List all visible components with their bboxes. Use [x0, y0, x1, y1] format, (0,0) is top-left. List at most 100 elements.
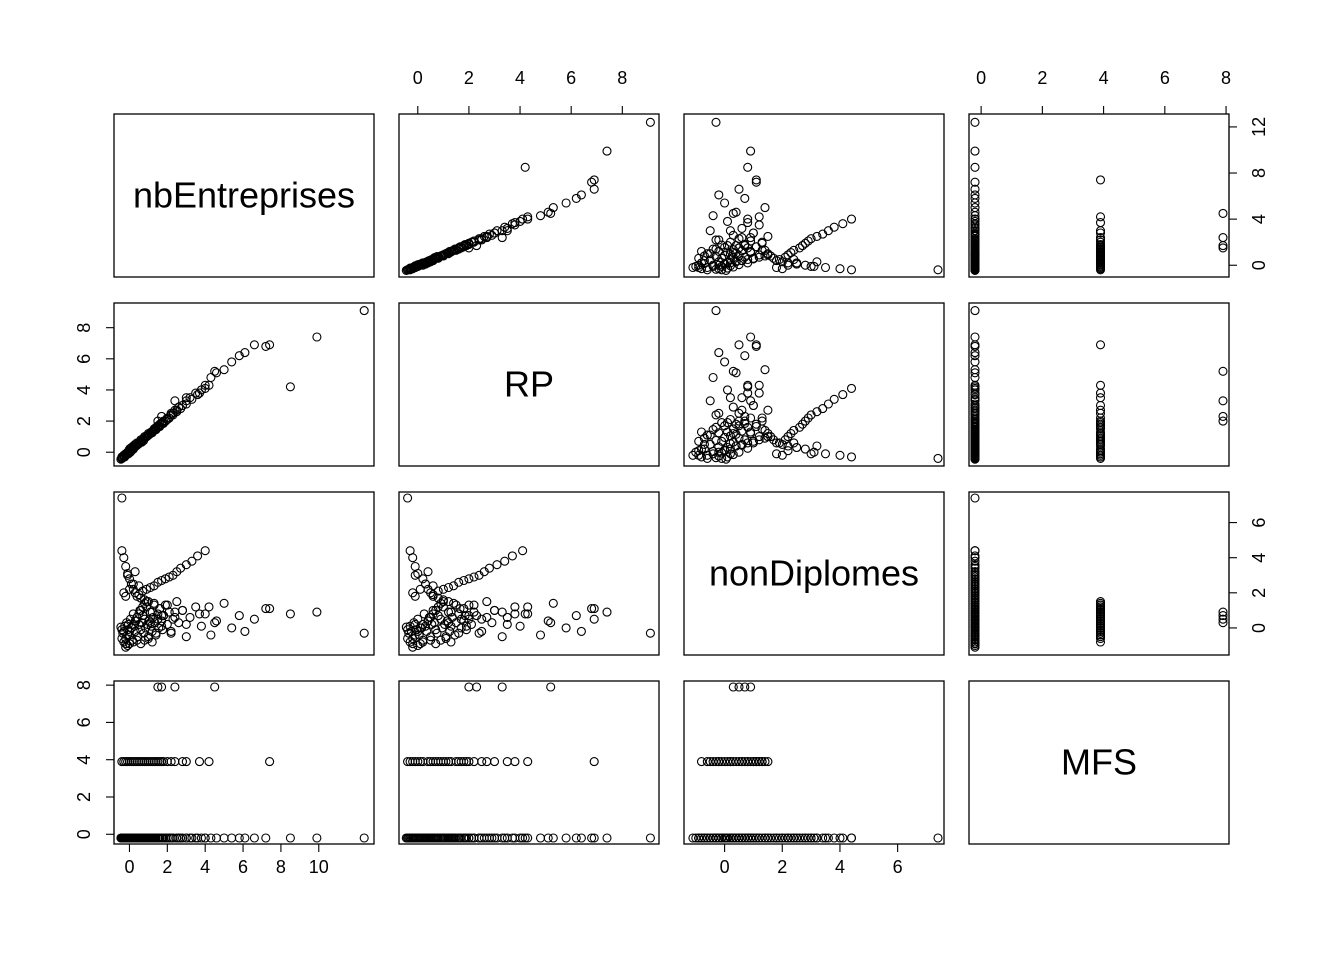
data-point	[502, 612, 512, 622]
data-point	[443, 582, 454, 593]
data-point	[438, 584, 448, 594]
data-point	[789, 425, 799, 435]
data-point	[1218, 416, 1228, 426]
data-point	[970, 546, 980, 556]
data-point	[466, 619, 477, 629]
data-point	[835, 264, 845, 274]
data-point	[1095, 393, 1106, 403]
data-point	[548, 203, 558, 213]
data-point	[1095, 597, 1106, 607]
data-point	[265, 604, 275, 614]
data-point	[838, 219, 848, 229]
data-point	[766, 432, 776, 442]
data-point	[748, 400, 758, 411]
data-point	[589, 614, 599, 624]
data-point	[757, 833, 767, 843]
data-point	[780, 252, 790, 262]
data-point	[176, 833, 186, 843]
data-point	[204, 602, 214, 612]
data-point	[725, 393, 735, 403]
data-point	[720, 421, 730, 431]
data-point	[829, 833, 839, 843]
data-point	[261, 833, 271, 843]
data-point	[970, 567, 980, 577]
data-point	[510, 609, 520, 619]
panel-frame	[968, 302, 1230, 467]
data-point	[763, 231, 773, 241]
data-point	[423, 567, 433, 577]
data-point	[783, 441, 793, 451]
data-point	[829, 222, 839, 232]
axis-right-nbentreprises: 0 4 8 12	[1228, 117, 1269, 270]
data-point	[602, 833, 612, 843]
data-point	[482, 757, 492, 767]
data-point	[194, 388, 205, 398]
data-point	[187, 556, 197, 566]
data-point	[449, 598, 459, 608]
data-point	[249, 340, 259, 350]
data-point	[415, 584, 425, 594]
data-point	[717, 757, 727, 767]
data-point	[194, 609, 205, 619]
data-point	[240, 833, 250, 843]
data-point	[846, 265, 857, 275]
data-point	[487, 618, 497, 628]
tick-label: 6	[74, 717, 94, 727]
data-point	[359, 833, 369, 843]
data-point	[523, 833, 533, 843]
data-point	[806, 833, 816, 843]
data-point	[970, 419, 980, 429]
data-point	[970, 390, 980, 400]
data-point	[970, 560, 980, 570]
data-point	[806, 234, 816, 244]
data-point	[477, 757, 487, 767]
panel-frame	[398, 302, 660, 467]
data-point	[780, 435, 790, 445]
data-point	[196, 621, 206, 631]
data-point	[970, 252, 980, 262]
data-point	[410, 591, 420, 601]
data-point	[711, 422, 721, 432]
data-point	[789, 833, 799, 843]
data-point	[469, 600, 479, 610]
data-point	[589, 757, 599, 767]
data-point	[117, 546, 127, 556]
data-point	[546, 208, 556, 218]
data-point	[970, 635, 980, 645]
data-point	[970, 226, 980, 236]
data-point	[441, 757, 451, 767]
data-point	[151, 628, 161, 638]
data-point	[797, 419, 808, 429]
data-point	[970, 404, 980, 414]
data-point	[1218, 618, 1228, 628]
data-point	[117, 493, 127, 503]
data-point	[725, 757, 735, 767]
data-point	[696, 246, 707, 256]
data-point	[170, 607, 180, 617]
tick-label: 6	[893, 857, 903, 877]
data-point	[812, 833, 822, 843]
data-point	[285, 609, 295, 619]
data-point	[645, 628, 655, 638]
panel-frame	[968, 680, 1230, 845]
data-point	[751, 833, 761, 843]
data-point	[722, 427, 733, 437]
data-point	[166, 757, 176, 767]
data-point	[734, 340, 744, 350]
panel-frame	[398, 680, 660, 845]
data-point	[691, 833, 701, 843]
panel-nondiplomes-vs-rp	[398, 491, 660, 656]
data-point	[970, 117, 980, 127]
axis-right-nondiplomes: 0 2 4 6	[1228, 518, 1269, 633]
data-point	[479, 833, 489, 843]
data-point	[746, 233, 756, 243]
tick-label: 4	[515, 68, 525, 88]
data-point	[210, 366, 220, 376]
data-point	[472, 611, 482, 621]
data-point	[970, 413, 980, 423]
data-point	[970, 410, 980, 420]
data-point	[743, 214, 753, 224]
data-point	[482, 597, 492, 607]
data-point	[734, 833, 744, 843]
axis-top-mfs: 0 2 4 6 8	[976, 68, 1231, 115]
